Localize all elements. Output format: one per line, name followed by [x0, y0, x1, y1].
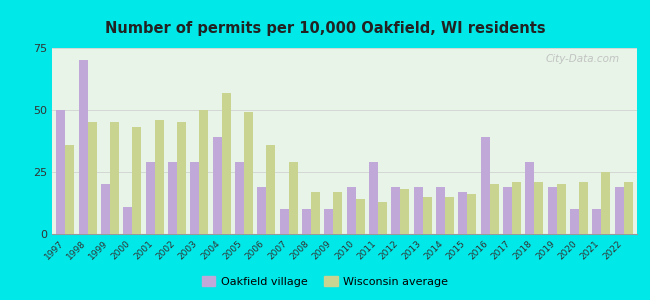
Bar	[155, 120, 164, 234]
Bar	[235, 162, 244, 234]
Bar	[579, 182, 588, 234]
Bar	[512, 182, 521, 234]
Bar	[445, 197, 454, 234]
Bar	[489, 184, 499, 234]
Bar	[289, 162, 298, 234]
Bar	[302, 209, 311, 234]
Bar	[257, 187, 266, 234]
Bar	[548, 187, 556, 234]
Bar	[57, 110, 66, 234]
Bar	[190, 162, 200, 234]
Bar	[88, 122, 97, 234]
Bar	[458, 192, 467, 234]
Bar	[346, 187, 356, 234]
Bar	[556, 184, 566, 234]
Text: Number of permits per 10,000 Oakfield, WI residents: Number of permits per 10,000 Oakfield, W…	[105, 21, 545, 36]
Bar	[422, 197, 432, 234]
Bar	[66, 145, 74, 234]
Bar	[391, 187, 400, 234]
Bar	[79, 60, 88, 234]
Bar	[177, 122, 186, 234]
Bar	[280, 209, 289, 234]
Bar	[570, 209, 579, 234]
Bar	[534, 182, 543, 234]
Bar	[146, 162, 155, 234]
Bar	[623, 182, 632, 234]
Bar	[592, 209, 601, 234]
Bar	[369, 162, 378, 234]
Bar	[481, 137, 489, 234]
Text: City-Data.com: City-Data.com	[545, 54, 619, 64]
Bar	[222, 93, 231, 234]
Bar	[467, 194, 476, 234]
Bar	[133, 128, 141, 234]
Bar	[601, 172, 610, 234]
Bar	[436, 187, 445, 234]
Bar	[324, 209, 333, 234]
Bar	[503, 187, 512, 234]
Bar	[525, 162, 534, 234]
Bar	[124, 207, 133, 234]
Bar	[378, 202, 387, 234]
Bar	[333, 192, 343, 234]
Bar	[413, 187, 423, 234]
Bar	[400, 189, 410, 234]
Legend: Oakfield village, Wisconsin average: Oakfield village, Wisconsin average	[198, 272, 452, 291]
Bar	[356, 199, 365, 234]
Bar	[213, 137, 222, 234]
Bar	[200, 110, 208, 234]
Bar	[168, 162, 177, 234]
Bar	[615, 187, 623, 234]
Bar	[110, 122, 119, 234]
Bar	[266, 145, 276, 234]
Bar	[311, 192, 320, 234]
Bar	[244, 112, 253, 234]
Bar	[101, 184, 110, 234]
